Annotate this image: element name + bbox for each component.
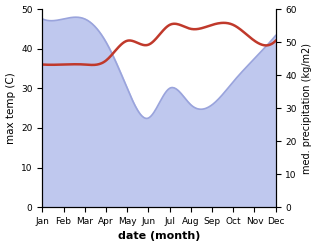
Y-axis label: max temp (C): max temp (C) [5,72,16,144]
Y-axis label: med. precipitation (kg/m2): med. precipitation (kg/m2) [302,43,313,174]
X-axis label: date (month): date (month) [118,231,200,242]
